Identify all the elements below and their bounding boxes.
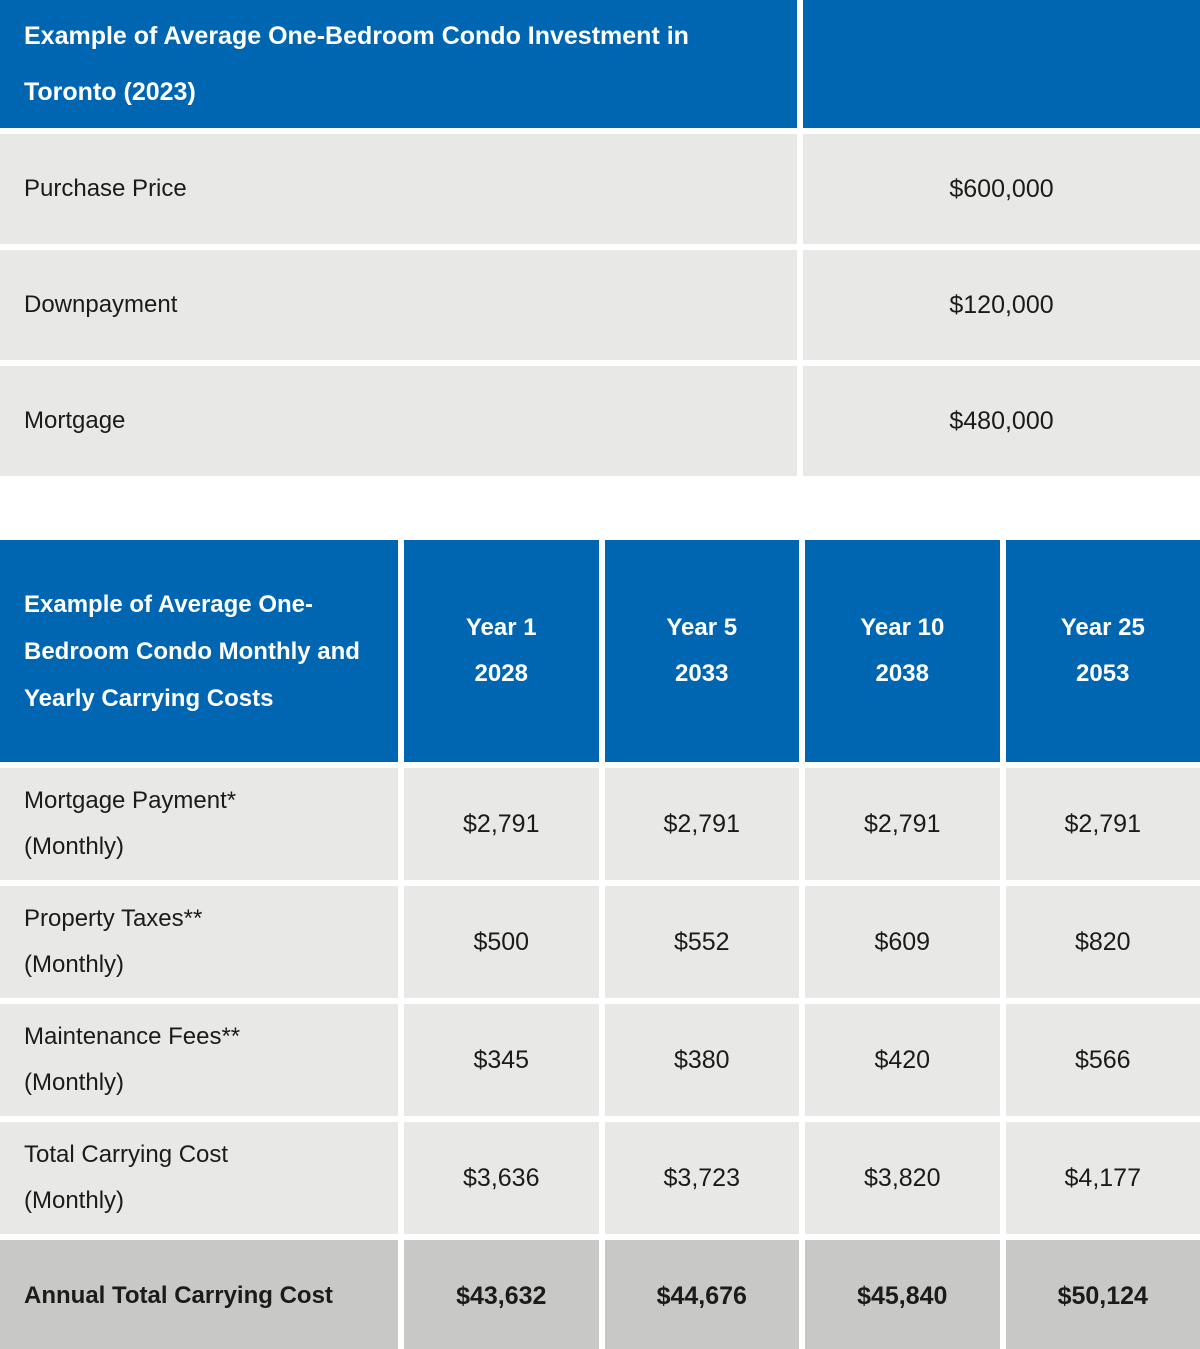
total-carrying-cost-year-25: $4,177 [1005, 1122, 1200, 1234]
table-row: Property Taxes** (Monthly) $500 $552 $60… [0, 886, 1200, 998]
property-taxes-year-5: $552 [604, 886, 799, 998]
maintenance-fees-year-5: $380 [604, 1004, 799, 1116]
property-taxes-year-10: $609 [805, 886, 1000, 998]
annual-total-label-cell: Annual Total Carrying Cost [0, 1240, 398, 1349]
annual-total-year-25: $50,124 [1005, 1240, 1200, 1349]
table-row: Mortgage Payment* (Monthly) $2,791 $2,79… [0, 768, 1200, 880]
annual-total-year-1: $43,632 [404, 1240, 599, 1349]
property-taxes-year-1: $500 [404, 886, 599, 998]
maintenance-fees-year-10: $420 [805, 1004, 1000, 1116]
row-label: Annual Total Carrying Cost [24, 1282, 333, 1309]
column-header-year-5: Year 5 2033 [604, 540, 799, 762]
carrying-costs-table: Example of Average One-Bedroom Condo Mon… [0, 540, 1200, 1349]
maintenance-fees-label-cell: Maintenance Fees** (Monthly) [0, 1004, 398, 1116]
mortgage-payment-year-5: $2,791 [604, 768, 799, 880]
row-label: Property Taxes** [24, 905, 203, 932]
row-label: Total Carrying Cost [24, 1141, 229, 1168]
tables-gap [0, 482, 1200, 540]
annual-total-year-10: $45,840 [805, 1240, 1000, 1349]
mortgage-label: Mortgage [0, 366, 797, 476]
mortgage-payment-label-cell: Mortgage Payment* (Monthly) [0, 768, 398, 880]
total-carrying-cost-year-1: $3,636 [404, 1122, 599, 1234]
carrying-costs-table-title: Example of Average One-Bedroom Condo Mon… [0, 540, 398, 762]
mortgage-payment-year-25: $2,791 [1005, 768, 1200, 880]
year-1-label: Year 1 [465, 614, 537, 641]
investment-table: Example of Average One-Bedroom Condo Inv… [0, 0, 1200, 476]
mortgage-payment-year-1: $2,791 [404, 768, 599, 880]
row-sublabel: (Monthly) [24, 1187, 125, 1214]
property-taxes-year-25: $820 [1005, 886, 1200, 998]
year-10-label: Year 10 [860, 614, 945, 641]
investment-table-header-row: Example of Average One-Bedroom Condo Inv… [0, 0, 1200, 128]
year-25-label: Year 25 [1060, 614, 1145, 641]
maintenance-fees-year-25: $566 [1005, 1004, 1200, 1116]
year-5-year: 2033 [675, 660, 729, 687]
maintenance-fees-year-1: $345 [404, 1004, 599, 1116]
column-header-year-25: Year 25 2053 [1005, 540, 1200, 762]
total-carrying-cost-label-cell: Total Carrying Cost (Monthly) [0, 1122, 398, 1234]
table-row: Mortgage $480,000 [0, 366, 1200, 476]
total-carrying-cost-year-5: $3,723 [604, 1122, 799, 1234]
downpayment-label: Downpayment [0, 250, 797, 360]
mortgage-payment-year-10: $2,791 [805, 768, 1000, 880]
purchase-price-label: Purchase Price [0, 134, 797, 244]
total-carrying-cost-year-10: $3,820 [805, 1122, 1000, 1234]
year-10-year: 2038 [875, 660, 929, 687]
row-sublabel: (Monthly) [24, 951, 125, 978]
property-taxes-label-cell: Property Taxes** (Monthly) [0, 886, 398, 998]
row-sublabel: (Monthly) [24, 1069, 125, 1096]
column-header-year-1: Year 1 2028 [404, 540, 599, 762]
investment-table-title: Example of Average One-Bedroom Condo Inv… [0, 0, 797, 128]
column-header-year-10: Year 10 2038 [805, 540, 1000, 762]
table-row: Maintenance Fees** (Monthly) $345 $380 $… [0, 1004, 1200, 1116]
purchase-price-value: $600,000 [803, 134, 1200, 244]
carrying-costs-header-row: Example of Average One-Bedroom Condo Mon… [0, 540, 1200, 762]
row-label: Mortgage Payment* [24, 787, 237, 814]
row-label: Maintenance Fees** [24, 1023, 241, 1050]
row-sublabel: (Monthly) [24, 833, 125, 860]
annual-total-year-5: $44,676 [604, 1240, 799, 1349]
table-row: Purchase Price $600,000 [0, 134, 1200, 244]
annual-total-row: Annual Total Carrying Cost $43,632 $44,6… [0, 1240, 1200, 1349]
investment-table-header-spacer [803, 0, 1200, 128]
table-row: Total Carrying Cost (Monthly) $3,636 $3,… [0, 1122, 1200, 1234]
year-5-label: Year 5 [666, 614, 738, 641]
mortgage-value: $480,000 [803, 366, 1200, 476]
year-1-year: 2028 [474, 660, 528, 687]
downpayment-value: $120,000 [803, 250, 1200, 360]
table-row: Downpayment $120,000 [0, 250, 1200, 360]
year-25-year: 2053 [1076, 660, 1130, 687]
